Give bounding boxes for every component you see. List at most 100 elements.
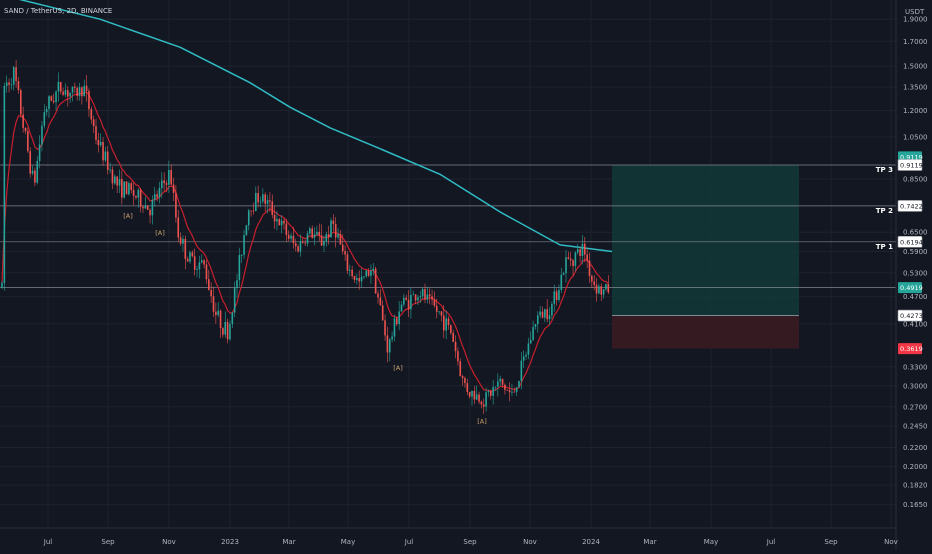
candle-body (306, 233, 309, 244)
candle-body (64, 90, 67, 95)
candle-body (588, 260, 591, 276)
candle-body (299, 241, 302, 252)
price-tick-label: 0.2200 (903, 444, 928, 452)
candle-body (527, 343, 530, 355)
candle-body (125, 181, 128, 195)
price-tick-label: 0.3300 (903, 363, 928, 371)
candle-body (292, 235, 295, 244)
candle-body (8, 82, 10, 85)
short-ema-line (1, 91, 609, 392)
candle-body (57, 81, 60, 92)
candle-body (151, 199, 154, 216)
candle-body (480, 401, 483, 405)
candle-body (367, 270, 370, 276)
candle-body (69, 92, 71, 97)
candle-body (262, 194, 264, 202)
price-tick-label: 0.1820 (903, 482, 928, 490)
candle-body (304, 242, 306, 244)
candle-body (302, 241, 304, 243)
candle-body (290, 235, 292, 239)
time-tick-label: 2023 (221, 538, 239, 546)
candle-body (555, 291, 558, 300)
time-tick-label: Sep (463, 538, 477, 546)
candle-body (403, 297, 405, 305)
candle-body (421, 289, 424, 297)
candle-body (544, 309, 546, 318)
candle-body (170, 169, 172, 185)
candle-body (468, 391, 471, 397)
candle-body (88, 90, 90, 110)
price-tick-label: 0.5900 (903, 248, 928, 256)
candle-body (168, 169, 170, 185)
candle-body (90, 109, 93, 120)
price-tick-label: 0.4100 (903, 320, 928, 328)
candle-body (12, 67, 15, 85)
stop-badge-text: 0.3619 (900, 345, 923, 353)
candle-body (459, 361, 462, 377)
candle-body (99, 142, 102, 146)
candle-body (339, 234, 342, 245)
candle-body (146, 205, 149, 210)
candle-body (297, 246, 299, 252)
candle-body (92, 119, 95, 127)
candle-body (179, 237, 182, 244)
candle-body (116, 176, 118, 186)
candle-body (102, 142, 104, 161)
candle-body (76, 87, 78, 96)
candle-body (271, 201, 274, 215)
candle-body (55, 91, 57, 103)
candle-body (238, 255, 241, 281)
candle-body (522, 356, 525, 361)
candle-body (450, 325, 452, 333)
candle-body (74, 86, 76, 88)
tp3-badge-text: 0.9119 (900, 162, 923, 170)
candle-body (266, 200, 269, 204)
candle-body (95, 126, 97, 141)
candle-body (191, 252, 194, 257)
time-axis[interactable]: Jul Sep Nov 2023 Mar May Jul Sep Nov 2024 Mar May Ju… (0, 527, 898, 546)
candle-body (48, 96, 50, 110)
candle-body (217, 310, 219, 316)
candle-body (269, 200, 271, 202)
candle-body (602, 289, 605, 295)
candle-body (506, 389, 509, 391)
candle-body (81, 87, 83, 97)
candle-body (396, 318, 398, 325)
candle-body (189, 252, 191, 262)
candle-body (142, 206, 144, 209)
candle-body (109, 169, 111, 171)
annotation-label: [A] (477, 417, 487, 425)
tp2-badge-text: 0.7422 (900, 202, 923, 210)
candle-body (435, 305, 438, 312)
candle-body (438, 311, 440, 313)
candle-body (384, 320, 386, 336)
candle-body (600, 286, 603, 295)
candle-body (104, 151, 107, 161)
candle-body (574, 252, 577, 267)
candle-body (393, 318, 396, 337)
price-axis[interactable]: 1.9000 1.7000 1.5000 1.3500 1.2000 1.0500 0.85… (895, 0, 928, 550)
candle-body (482, 404, 485, 407)
candle-body (497, 381, 499, 387)
candle-body (10, 84, 13, 86)
candle-body (431, 296, 433, 300)
candle-body (294, 243, 297, 247)
candle-body (327, 234, 330, 238)
candle-body (5, 82, 8, 86)
candle-body (504, 384, 506, 390)
candle-body (259, 201, 262, 203)
candle-body (200, 260, 203, 263)
candle-body (381, 305, 384, 321)
candle-body (579, 249, 581, 256)
candle-body (558, 289, 560, 300)
candle-body (280, 220, 283, 226)
candle-body (398, 311, 400, 325)
candle-body (222, 327, 224, 335)
tp3-badge (897, 159, 923, 171)
candle-body (62, 91, 64, 95)
candle-body (203, 260, 205, 265)
candle-body (210, 289, 212, 297)
candle-body (52, 100, 55, 103)
